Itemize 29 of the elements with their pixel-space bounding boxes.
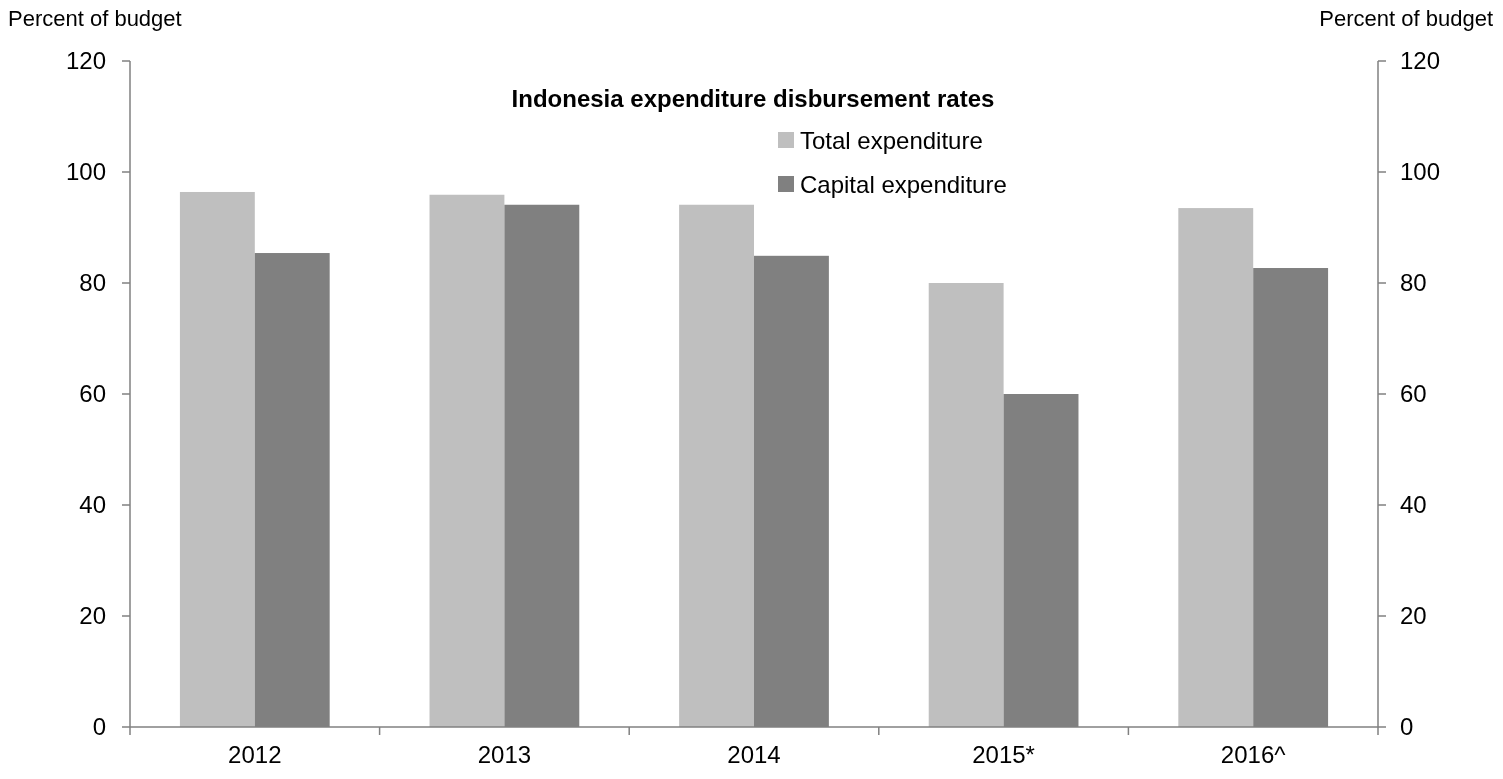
legend-label: Capital expenditure: [800, 171, 1007, 199]
y-tick-label: 120: [65, 47, 106, 75]
y2-tick-label: 0: [1400, 713, 1414, 741]
x-tick-label: 2012: [228, 741, 282, 768]
y-tick-label: 20: [79, 602, 106, 630]
bar: [179, 191, 255, 727]
x-tick-label: 2015*: [972, 741, 1035, 768]
bar: [928, 283, 1004, 727]
y-tick-label: 80: [79, 269, 106, 297]
legend-label: Total expenditure: [800, 127, 983, 155]
text: Indonesia expenditure disbursement rates: [511, 85, 995, 112]
x-tick-label: 2016^: [1220, 741, 1287, 768]
y2-tick-label: 80: [1400, 269, 1427, 297]
y-tick-label: 0: [92, 713, 106, 741]
y2-tick-label: 20: [1400, 602, 1427, 630]
y-tick-label: 40: [79, 491, 106, 519]
y2-tick-label: 100: [1400, 158, 1441, 186]
x-tick-label: 2014: [727, 741, 781, 768]
bar: [1178, 208, 1254, 727]
y-tick-label: 100: [65, 158, 106, 186]
y2-tick-label: 40: [1400, 491, 1427, 519]
bar: [429, 194, 505, 727]
y-tick-label: 60: [79, 380, 106, 408]
y2-tick-label: 60: [1400, 380, 1427, 408]
y2-tick-label: 120: [1400, 47, 1441, 75]
x-tick-label: 2013: [477, 741, 532, 768]
y2-axis-title: Percent of budget: [1319, 6, 1493, 31]
bar: [679, 204, 754, 727]
y-axis-title: Percent of budget: [8, 6, 182, 31]
